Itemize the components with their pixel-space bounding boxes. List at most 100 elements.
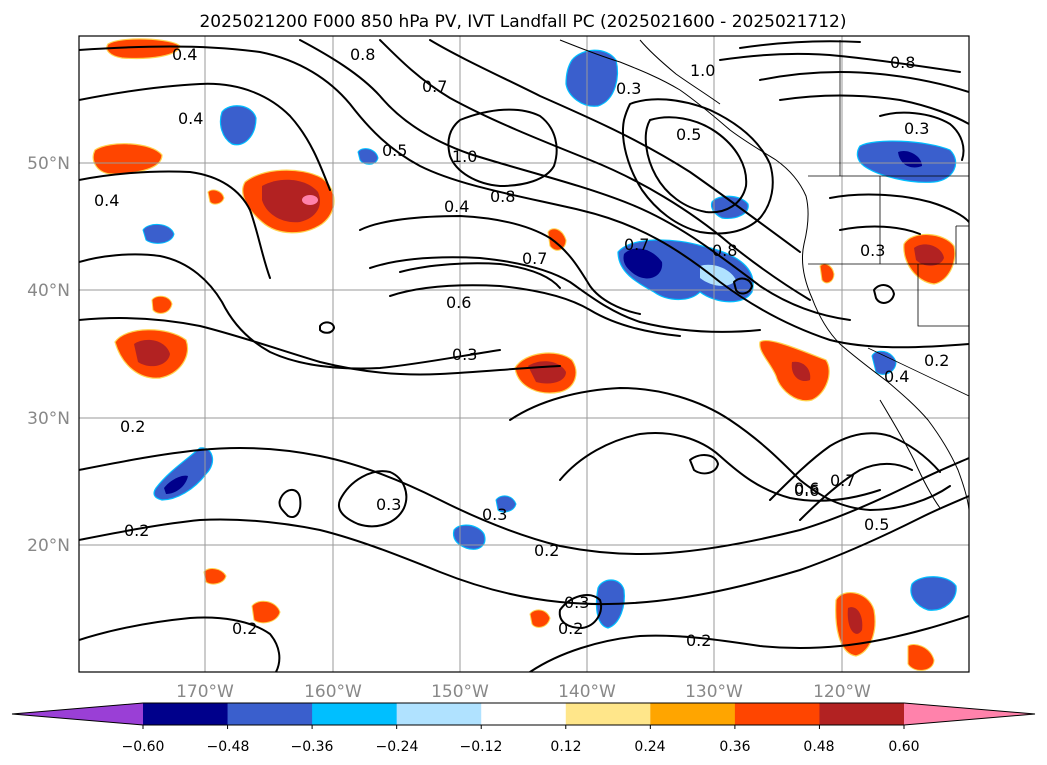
colorbar-tick-label: 0.24 <box>634 739 665 755</box>
colorbar-tick-label: −0.60 <box>122 739 165 755</box>
contour-label: 1.0 <box>690 61 715 80</box>
pv-positive-blob-northwest <box>92 143 163 175</box>
contour-label: 0.2 <box>232 619 257 638</box>
contour-label: 0.6 <box>794 481 819 500</box>
contour-labels: 0.4 0.8 0.7 0.4 0.5 1.0 0.8 0.5 0.8 0.4 … <box>94 45 949 650</box>
colorbar-extend-low <box>12 703 143 725</box>
pv-negative-blob-small-3 <box>495 495 517 513</box>
contour-label: 0.2 <box>534 541 559 560</box>
colorbar-tick-label: −0.24 <box>376 739 419 755</box>
contour-label: 0.5 <box>864 515 889 534</box>
contour-label: 0.4 <box>444 197 469 216</box>
colorbar-tick-label: −0.12 <box>460 739 503 755</box>
contour-label: 0.4 <box>172 45 197 64</box>
y-tick-label: 50°N <box>27 154 70 174</box>
x-tick-label: 170°W <box>176 682 234 702</box>
y-tick-label: 40°N <box>27 281 70 301</box>
pv-positive-blob-small-2 <box>547 228 567 251</box>
pv-negative-blob-south-central <box>452 524 486 550</box>
y-tick-label: 20°N <box>27 536 70 556</box>
colorbar-tick-labels: −0.60 −0.48 −0.36 −0.24 −0.12 0.12 0.24 … <box>122 739 920 755</box>
map-frame <box>78 35 970 673</box>
coastlines-and-borders <box>559 39 969 511</box>
colorbar-segment <box>734 703 820 725</box>
colorbar-segment <box>312 703 398 725</box>
contour-label: 0.6 <box>794 479 819 498</box>
pv-positive-blob-small-6 <box>529 609 551 628</box>
contour-label: 0.2 <box>120 417 145 436</box>
contour-label: 0.4 <box>94 191 119 210</box>
pv-positive-blob-top-left <box>106 38 181 60</box>
chart-title: 2025021200 F000 850 hPa PV, IVT Landfall… <box>199 12 846 32</box>
colorbar-segment <box>481 703 567 725</box>
contour-label: 0.8 <box>490 187 515 206</box>
pv-positive-blob-central-north-pacific <box>242 169 335 234</box>
pv-positive-blob-small-4 <box>251 600 281 624</box>
contour-label: 0.3 <box>482 505 507 524</box>
contour-label: 0.4 <box>884 367 909 386</box>
contour-label: 0.8 <box>712 241 737 260</box>
contour-label: 1.0 <box>452 147 477 166</box>
y-tick-label: 30°N <box>27 409 70 429</box>
contour-label: 0.3 <box>860 241 885 260</box>
contour-label: 0.2 <box>124 521 149 540</box>
pv-negative-blob-north-central <box>219 105 257 146</box>
x-tick-label: 130°W <box>685 682 743 702</box>
pv-negative-blob-southwest <box>153 447 214 501</box>
x-axis-labels: 170°W 160°W 150°W 140°W 130°W 120°W <box>176 682 871 702</box>
pv-negative-blob-socal <box>871 350 897 375</box>
map-gridlines <box>79 36 969 672</box>
contour-label: 0.3 <box>564 593 589 612</box>
contour-label: 0.2 <box>686 631 711 650</box>
colorbar-tick-label: −0.36 <box>291 739 334 755</box>
map-panel: 0.4 0.8 0.7 0.4 0.5 1.0 0.8 0.5 0.8 0.4 … <box>78 35 970 673</box>
x-tick-label: 120°W <box>813 682 871 702</box>
y-axis-labels: 50°N 40°N 30°N 20°N <box>27 154 70 556</box>
x-tick-label: 160°W <box>304 682 362 702</box>
ivt-contour-lines <box>79 39 969 672</box>
pv-positive-blob-baja <box>759 340 830 402</box>
pv-negative-blob-southeast <box>910 576 957 611</box>
pv-positive-blob-small-1 <box>151 295 173 314</box>
colorbar-segment <box>650 703 736 725</box>
colorbar-segment <box>565 703 651 725</box>
colorbar-tick-label: 0.60 <box>888 739 919 755</box>
pv-positive-blob-small-3 <box>907 644 935 671</box>
colorbar-segments <box>11 702 1036 729</box>
contour-label: 0.7 <box>422 77 447 96</box>
contour-label: 0.6 <box>446 293 471 312</box>
colorbar-segment <box>819 703 905 725</box>
pv-negative-blob-alaska <box>565 49 619 107</box>
colorbar-tick-label: 0.12 <box>550 739 581 755</box>
colorbar: −0.60 −0.48 −0.36 −0.24 −0.12 0.12 0.24 … <box>11 702 1036 755</box>
contour-label: 0.7 <box>830 471 855 490</box>
pv-positive-blob-west <box>114 329 189 379</box>
pv-negative-blob-small-1 <box>142 224 175 244</box>
colorbar-tick-label: −0.48 <box>207 739 250 755</box>
pv-positive-blob-great-basin <box>903 233 956 285</box>
contour-label: 0.7 <box>522 249 547 268</box>
x-tick-label: 150°W <box>431 682 489 702</box>
contour-label: 0.8 <box>890 53 915 72</box>
pv-positive-blob-southeast <box>835 592 876 657</box>
contour-label: 0.5 <box>676 125 701 144</box>
map-background <box>79 36 969 672</box>
contour-label: 0.7 <box>624 235 649 254</box>
colorbar-segment <box>143 703 229 725</box>
colorbar-segment <box>227 703 313 725</box>
contour-label: 0.3 <box>616 79 641 98</box>
contour-label: 0.3 <box>452 345 477 364</box>
colorbar-tick-label: 0.48 <box>803 739 834 755</box>
colorbar-extend-high <box>904 703 1035 725</box>
contour-label: 0.4 <box>178 109 203 128</box>
pv-positive-blob-small-5 <box>203 568 227 585</box>
contour-label: 0.3 <box>904 119 929 138</box>
contour-label: 0.5 <box>382 141 407 160</box>
x-tick-label: 140°W <box>558 682 616 702</box>
pv-positive-blob-small-8 <box>207 189 225 205</box>
contour-label: 0.3 <box>376 495 401 514</box>
contour-label: 0.2 <box>558 619 583 638</box>
contour-label: 0.8 <box>350 45 375 64</box>
colorbar-tick-label: 0.36 <box>719 739 750 755</box>
